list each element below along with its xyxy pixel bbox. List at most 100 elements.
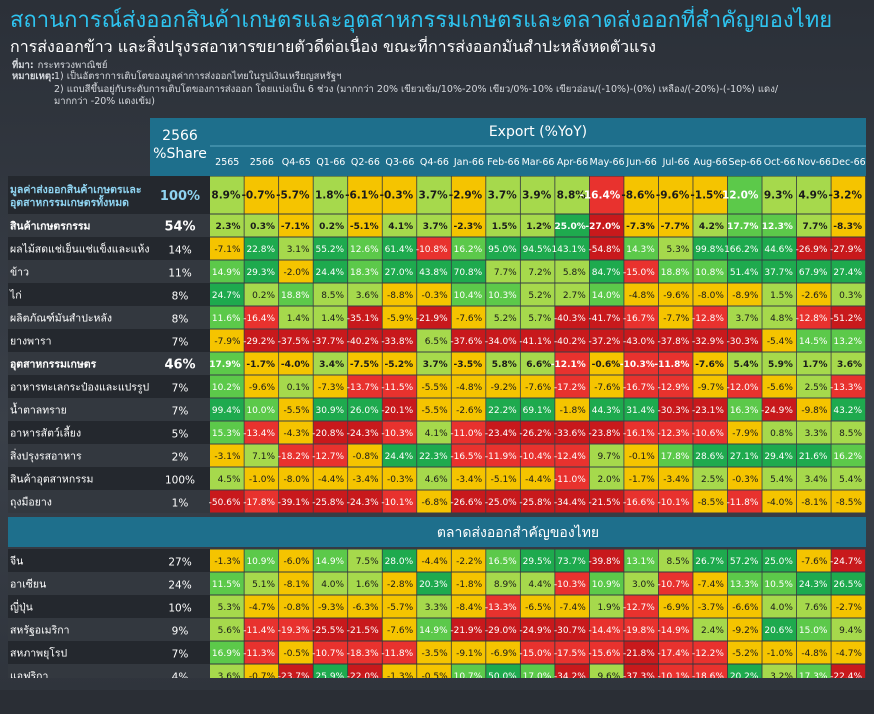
section1-row-7-value-Aug-66: -7.6% bbox=[695, 360, 724, 370]
section2-row-0-value-Jun-66: 13.1% bbox=[626, 557, 655, 567]
section1-row-7-value-Oct-66: 5.9% bbox=[768, 360, 793, 370]
section1-row-4-cell-2566 bbox=[244, 283, 279, 306]
section1-row-11-cell-Oct-66 bbox=[762, 444, 797, 467]
section1-row-11-cell-Apr-66 bbox=[555, 444, 589, 467]
section1-row-4-cell-Aug-66 bbox=[693, 283, 728, 306]
section1-row-1-label: สินค้าเกษตรกรรม bbox=[9, 220, 90, 233]
section1-row-9-value-Q4-65: -5.5% bbox=[283, 406, 310, 416]
section2-row-2-cell-2565 bbox=[210, 595, 244, 618]
notes-label: หมายเหตุ: bbox=[12, 71, 55, 82]
section2-row-4-value-Apr-66: -17.5% bbox=[554, 649, 586, 659]
section2-row-2-cell-Jul-66 bbox=[658, 595, 693, 618]
section1-row-9-cell-Apr-66 bbox=[555, 398, 589, 421]
section2-row-1-cell-Nov-66 bbox=[796, 572, 831, 595]
section1-row-10-value-Q1-66: -20.8% bbox=[312, 429, 344, 439]
section2-row-0-value-Feb-66: 16.5% bbox=[488, 557, 517, 567]
section1-row-10-value-Q3-66: -10.3% bbox=[381, 429, 413, 439]
section2-row-1-value-Apr-66: -10.3% bbox=[554, 580, 586, 590]
section2-row-3-cell-Feb-66 bbox=[486, 618, 520, 641]
section1-row-5-cell-2565 bbox=[210, 306, 244, 329]
section1-row-0-value-Mar-66: 3.9% bbox=[522, 190, 552, 202]
section1-row-8-cell-Nov-66 bbox=[796, 375, 831, 398]
section1-row-7-value-2565: 17.9% bbox=[209, 360, 240, 370]
section1-row-4-cell-Mar-66 bbox=[520, 283, 555, 306]
section2-row-4-cell-Mar-66 bbox=[520, 641, 555, 664]
section1-row-2-cell-Nov-66 bbox=[796, 237, 831, 260]
section2-row-2-cell-Sep-66 bbox=[727, 595, 762, 618]
section1-row-13-cell-Aug-66 bbox=[693, 490, 728, 513]
section1-row-13-cell-May-66 bbox=[589, 490, 624, 513]
section1-row-5-value-2565: 11.6% bbox=[212, 314, 241, 324]
section1-row-9-value-Jan-66: -2.6% bbox=[456, 406, 483, 416]
section2-row-0-value-Oct-66: 25.0% bbox=[764, 557, 793, 567]
section1-row-1-cell-Q4-65 bbox=[279, 214, 313, 237]
section1-row-12-value-Jun-66: -1.7% bbox=[629, 475, 656, 485]
section1-row-1-cell-Mar-66 bbox=[520, 214, 555, 237]
section1-row-2-value-Q4-65: 3.1% bbox=[287, 245, 310, 255]
section1-row-3-value-Jan-66: 70.8% bbox=[454, 268, 483, 278]
section2-row-4-value-Jul-66: -17.4% bbox=[658, 649, 690, 659]
section1-row-13-cell-2565 bbox=[210, 490, 244, 513]
section1-row-12-value-2565: 4.5% bbox=[218, 475, 241, 485]
section1-row-3-cell-Jun-66 bbox=[624, 260, 659, 283]
section1-row-13-value-Jan-66: -26.6% bbox=[450, 498, 482, 508]
section2-row-4-value-Q4-65: -0.5% bbox=[283, 649, 310, 659]
section2-row-3-share: 9% bbox=[172, 626, 189, 638]
section2-row-5-cell-Q4-65 bbox=[279, 664, 313, 678]
section1-row-12-value-Q3-66: -0.3% bbox=[387, 475, 414, 485]
export-table: 2566 %Share Export (%YoY) 2565 2566 Q4-65 Q1-6… bbox=[8, 118, 866, 678]
section1-row-2-value-Q3-66: 61.4% bbox=[385, 245, 414, 255]
section1-row-12-cell-Q4-66 bbox=[417, 467, 451, 490]
section1-row-2-value-Q4-66: -10.8% bbox=[416, 245, 448, 255]
section1-row-12-value-Q4-65: -8.0% bbox=[283, 475, 310, 485]
section1-row-2-value-Feb-66: 95.0% bbox=[488, 245, 517, 255]
section2-row-4-value-Aug-66: -12.2% bbox=[692, 649, 724, 659]
section1-row-3-value-Nov-66: 67.9% bbox=[799, 268, 828, 278]
section2-row-3-value-Q2-66: -21.5% bbox=[347, 626, 379, 636]
section1-row-0-cell-Sep-66 bbox=[727, 176, 762, 214]
section1-row-8-share: 7% bbox=[172, 383, 189, 395]
section2-row-2-value-Apr-66: -7.4% bbox=[560, 603, 587, 613]
section2-row-5-value-Q1-66: 25.9% bbox=[316, 672, 345, 678]
column-header-Q2-66: Q2-66 bbox=[351, 157, 380, 168]
section1-row-4-value-Q4-65: 18.8% bbox=[281, 291, 310, 301]
section1-row-10-cell-Mar-66 bbox=[520, 421, 555, 444]
section2-row-2-cell-Jun-66 bbox=[624, 595, 659, 618]
section1-row-9-cell-2565 bbox=[210, 398, 244, 421]
section1-row-13-value-Q1-66: -25.8% bbox=[312, 498, 344, 508]
section1-row-1-value-Dec-66: -8.3% bbox=[833, 222, 862, 232]
section1-row-10-share: 5% bbox=[172, 429, 189, 441]
section1-row-5-cell-Q4-66 bbox=[417, 306, 451, 329]
section1-row-3-value-2566: 29.3% bbox=[246, 268, 275, 278]
section1-row-1-value-Q4-66: 3.7% bbox=[423, 222, 448, 232]
section2-row-5-value-Dec-66: -22.4% bbox=[830, 672, 862, 678]
section1-row-5-value-Jul-66: -7.7% bbox=[663, 314, 690, 324]
section2-row-2-value-Aug-66: -3.7% bbox=[698, 603, 725, 613]
section1-row-10-value-Aug-66: -10.6% bbox=[692, 429, 724, 439]
section2-row-2-share: 10% bbox=[168, 603, 191, 615]
section1-row-10-cell-Aug-66 bbox=[693, 421, 728, 444]
section1-row-6-value-Aug-66: -32.9% bbox=[692, 337, 724, 347]
section1-row-6-cell-Feb-66 bbox=[486, 329, 520, 352]
section1-row-1-cell-Jun-66 bbox=[624, 214, 659, 237]
section1-row-7-cell-Q2-66 bbox=[348, 352, 382, 375]
section1-row-5-cell-May-66 bbox=[589, 306, 624, 329]
section1-row-6-value-Apr-66: -40.2% bbox=[554, 337, 586, 347]
section1-row-4-cell-Q4-66 bbox=[417, 283, 451, 306]
section1-row-9-value-Mar-66: 69.1% bbox=[523, 406, 552, 416]
section1-row-0-cell-Q3-66 bbox=[382, 176, 417, 214]
section1-row-3-cell-Jan-66 bbox=[451, 260, 486, 283]
section1-row-11-cell-Jun-66 bbox=[624, 444, 659, 467]
section2-row-2-value-Q2-66: -6.3% bbox=[353, 603, 380, 613]
section1-row-6-cell-Q3-66 bbox=[382, 329, 417, 352]
section2-row-1-value-Oct-66: 10.5% bbox=[764, 580, 793, 590]
section1-row-4-cell-Feb-66 bbox=[486, 283, 520, 306]
section2-row-0-cell-Mar-66 bbox=[520, 549, 555, 572]
section1-row-1-value-Oct-66: 12.3% bbox=[762, 222, 793, 232]
section2-row-0-cell-Oct-66 bbox=[762, 549, 797, 572]
section1-row-5-row-bg bbox=[8, 306, 210, 329]
section1-row-4-value-Sep-66: -8.9% bbox=[732, 291, 759, 301]
section1-row-0-cell-Oct-66 bbox=[762, 176, 797, 214]
section1-row-4-value-Q3-66: -8.8% bbox=[387, 291, 414, 301]
section1-row-5-cell-Mar-66 bbox=[520, 306, 555, 329]
